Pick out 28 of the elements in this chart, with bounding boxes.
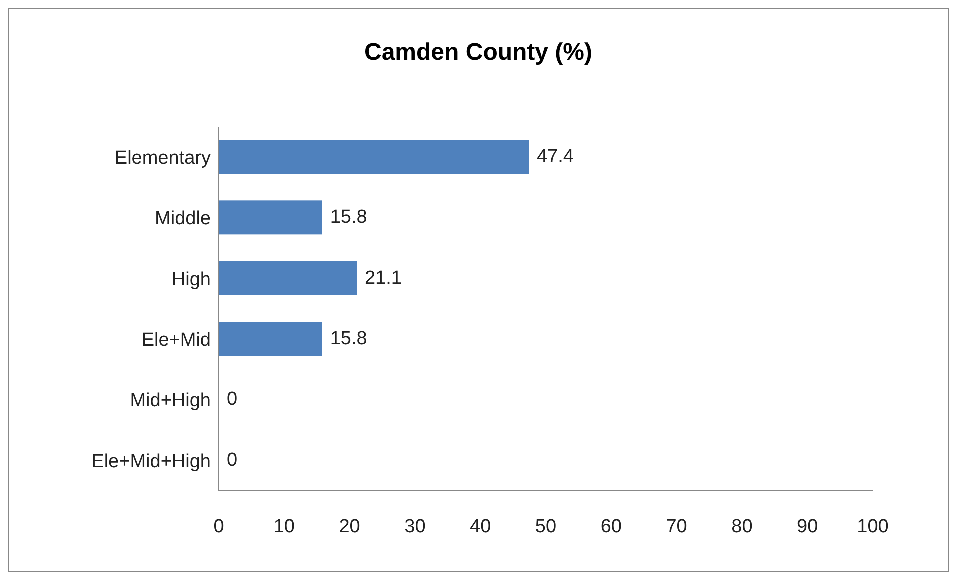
x-tick-label: 70: [666, 516, 688, 538]
y-tick-label: Ele+Mid+High: [92, 451, 211, 472]
data-label: 15.8: [330, 328, 368, 350]
y-tick-label: Mid+High: [130, 390, 211, 412]
data-label: 21.1: [364, 268, 402, 289]
y-tick-label: Elementary: [114, 148, 212, 170]
bar: [219, 261, 357, 296]
bar: [219, 322, 322, 356]
bar: [219, 200, 322, 235]
x-tick-label: 10: [274, 516, 295, 538]
x-tick-label: 60: [600, 516, 622, 538]
data-label: 47.4: [536, 146, 574, 168]
x-tick-label: 30: [404, 516, 426, 538]
data-label: 15.8: [330, 207, 368, 228]
data-label: 0: [227, 450, 238, 471]
data-label: 0: [227, 389, 238, 410]
y-tick-label: Ele+Mid: [142, 330, 211, 352]
x-tick-label: 80: [732, 516, 753, 538]
bar: [219, 140, 529, 174]
y-tick-label: High: [172, 269, 211, 290]
x-tick-label: 90: [797, 516, 818, 538]
x-tick-label: 20: [339, 516, 360, 538]
x-tick-label: 50: [535, 516, 557, 538]
x-tick-label: 0: [214, 516, 224, 538]
y-tick-label: Middle: [155, 208, 211, 230]
x-tick-label: 100: [857, 516, 889, 538]
x-tick-label: 40: [470, 516, 492, 538]
chart-title: Camden County (%): [364, 39, 594, 67]
